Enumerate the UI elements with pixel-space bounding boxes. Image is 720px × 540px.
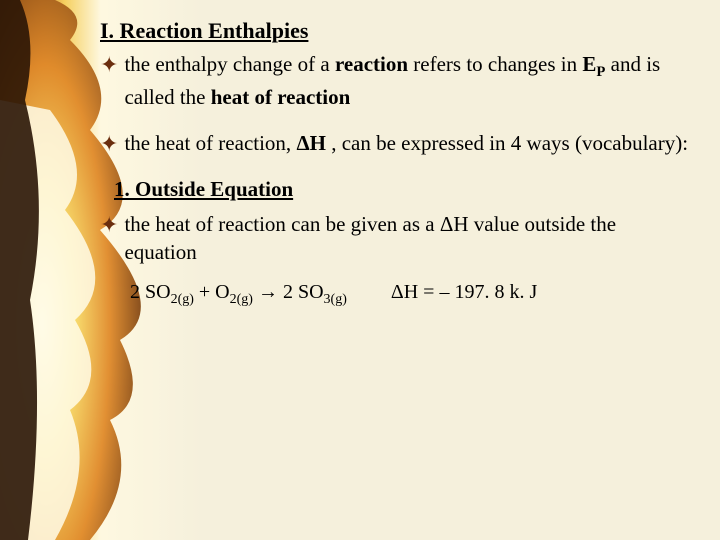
text-frag: the enthalpy change of a <box>124 52 335 76</box>
eq-sub: 2(g) <box>230 292 253 307</box>
bullet-3: ✦ the heat of reaction can be given as a… <box>100 210 692 267</box>
bullet-icon: ✦ <box>100 129 118 159</box>
bullet-icon: ✦ <box>100 210 118 240</box>
text-E: E <box>582 52 596 76</box>
bullet-2: ✦ the heat of reaction, ΔH , can be expr… <box>100 129 692 159</box>
text-bold: reaction <box>335 52 408 76</box>
bullet-text: the enthalpy change of a reaction refers… <box>124 50 692 111</box>
slide-content: I. Reaction Enthalpies ✦ the enthalpy ch… <box>0 0 720 326</box>
bullet-icon: ✦ <box>100 50 118 80</box>
eq-sub: 2(g) <box>171 292 194 307</box>
equation-deltaH: ΔH = – 197. 8 k. J <box>391 281 537 304</box>
section-heading: I. Reaction Enthalpies <box>100 18 692 44</box>
text-frag: , can be expressed in 4 ways (vocabulary… <box>326 131 688 155</box>
subsection-heading: 1. Outside Equation <box>114 177 692 202</box>
eq-arrow: → 2 SO <box>253 281 324 303</box>
bullet-text: the heat of reaction, ΔH , can be expres… <box>124 129 692 157</box>
equation-line: 2 SO2(g) + O2(g) → 2 SO3(g) ΔH = – 197. … <box>130 281 692 308</box>
text-deltaH: ΔH <box>296 131 326 155</box>
eq-frag: + O <box>194 281 230 303</box>
eq-sub: 3(g) <box>324 292 347 307</box>
text-frag: the heat of reaction, <box>124 131 296 155</box>
text-frag: refers to changes in <box>408 52 582 76</box>
bullet-1: ✦ the enthalpy change of a reaction refe… <box>100 50 692 111</box>
bullet-text: the heat of reaction can be given as a Δ… <box>124 210 692 267</box>
text-bold: heat of reaction <box>211 85 351 109</box>
eq-frag: 2 SO <box>130 281 171 303</box>
equation-reaction: 2 SO2(g) + O2(g) → 2 SO3(g) <box>130 281 347 308</box>
